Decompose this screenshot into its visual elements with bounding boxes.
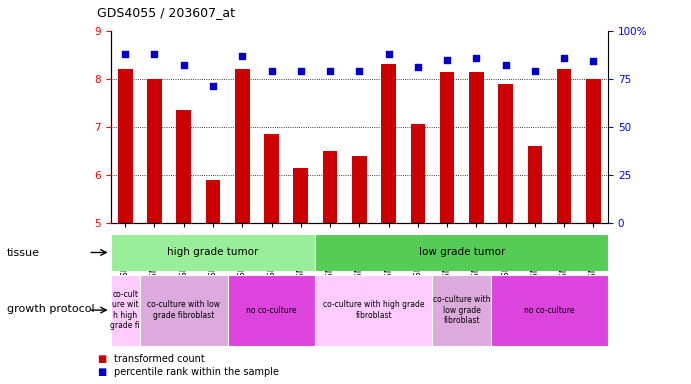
- Bar: [323, 151, 337, 223]
- Bar: [528, 146, 542, 223]
- Point: [237, 53, 248, 59]
- Bar: [140, 275, 227, 346]
- Text: ■: ■: [97, 354, 106, 364]
- Bar: [498, 84, 513, 223]
- Bar: [294, 167, 308, 223]
- Point: [207, 83, 218, 89]
- Bar: [264, 134, 279, 223]
- Bar: [433, 275, 491, 346]
- Point: [471, 55, 482, 61]
- Point: [529, 68, 540, 74]
- Bar: [439, 71, 455, 223]
- Text: ■: ■: [97, 367, 106, 377]
- Point: [266, 68, 277, 74]
- Bar: [315, 275, 433, 346]
- Point: [178, 62, 189, 68]
- Text: co-cult
ure wit
h high
grade fi: co-cult ure wit h high grade fi: [111, 290, 140, 330]
- Text: no co-culture: no co-culture: [246, 306, 296, 314]
- Bar: [227, 275, 315, 346]
- Text: GDS4055 / 203607_at: GDS4055 / 203607_at: [97, 6, 235, 19]
- Text: co-culture with low
grade fibroblast: co-culture with low grade fibroblast: [147, 300, 220, 320]
- Bar: [111, 275, 140, 346]
- Bar: [176, 110, 191, 223]
- Point: [500, 62, 511, 68]
- Point: [295, 68, 306, 74]
- Point: [588, 58, 599, 65]
- Bar: [410, 124, 425, 223]
- Bar: [352, 156, 367, 223]
- Text: transformed count: transformed count: [114, 354, 205, 364]
- Bar: [491, 275, 608, 346]
- Text: tissue: tissue: [7, 248, 40, 258]
- Point: [558, 55, 569, 61]
- Point: [383, 51, 394, 57]
- Text: co-culture with
low grade
fibroblast: co-culture with low grade fibroblast: [433, 295, 491, 325]
- Bar: [147, 79, 162, 223]
- Bar: [206, 180, 220, 223]
- Point: [325, 68, 336, 74]
- Point: [442, 56, 453, 63]
- Text: percentile rank within the sample: percentile rank within the sample: [114, 367, 279, 377]
- Point: [413, 64, 424, 70]
- Bar: [235, 69, 249, 223]
- Point: [120, 51, 131, 57]
- Text: co-culture with high grade
fibroblast: co-culture with high grade fibroblast: [323, 300, 425, 320]
- Bar: [586, 79, 600, 223]
- Bar: [381, 64, 396, 223]
- Bar: [469, 71, 484, 223]
- Text: low grade tumor: low grade tumor: [419, 247, 505, 258]
- Text: growth protocol: growth protocol: [7, 304, 95, 314]
- Bar: [315, 234, 608, 271]
- Bar: [118, 69, 133, 223]
- Text: no co-culture: no co-culture: [524, 306, 575, 314]
- Bar: [111, 234, 315, 271]
- Point: [149, 51, 160, 57]
- Bar: [557, 69, 571, 223]
- Text: high grade tumor: high grade tumor: [167, 247, 258, 258]
- Point: [354, 68, 365, 74]
